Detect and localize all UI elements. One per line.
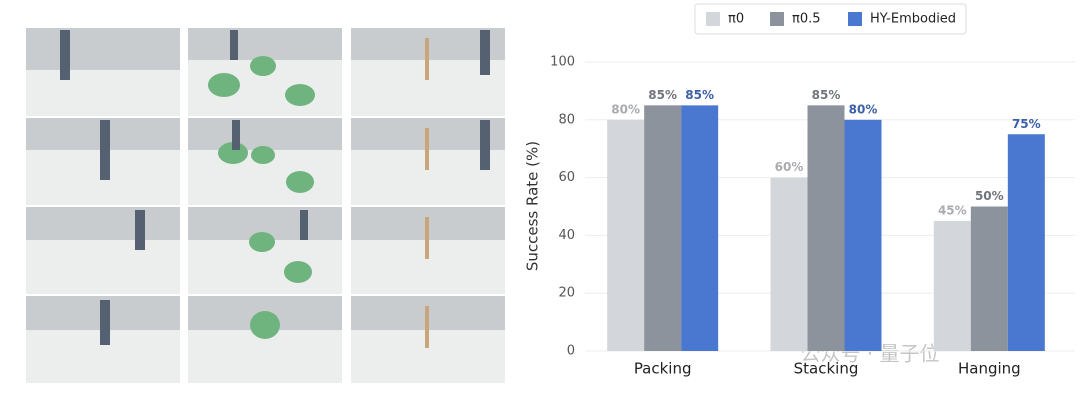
value-label: 80% [611,102,640,116]
y-axis-label: Success Rate (%) [524,141,542,271]
legend-swatch [848,12,862,26]
value-label: 75% [1012,117,1041,131]
value-label: 85% [812,88,841,102]
value-label: 60% [775,160,804,174]
x-tick-label: Stacking [794,360,859,378]
x-tick-label: Hanging [958,360,1021,378]
y-tick-label: 40 [558,228,575,243]
legend-label: π0.5 [792,12,821,27]
bar [681,105,719,351]
mug-trees [425,38,429,348]
legend-swatch [770,12,784,26]
robot-arms [60,30,490,345]
chart: Success Rate (%) 公众号 · 量子位 020406080100P… [524,3,1075,378]
bar [807,105,845,351]
bowls [208,56,315,339]
bar [607,119,645,351]
bar [770,177,808,351]
legend-box [694,3,967,35]
value-label: 45% [938,203,967,217]
y-tick-label: 80 [558,112,575,127]
y-tick-label: 0 [567,344,575,359]
value-label: 50% [975,189,1004,203]
legend-swatch [706,12,720,26]
legend-label: HY-Embodied [870,12,956,27]
legend-label: π0 [728,12,744,27]
value-label: 80% [849,102,878,116]
bar [933,220,971,351]
bar [970,206,1008,351]
value-label: 85% [685,88,714,102]
bar [644,105,682,351]
bar [844,119,882,351]
y-tick-label: 20 [558,286,575,301]
photo-grid [26,28,505,383]
x-tick-label: Packing [634,360,692,378]
y-tick-label: 60 [558,170,575,185]
bar [1007,134,1045,351]
value-label: 85% [648,88,677,102]
y-tick-label: 100 [550,55,575,70]
